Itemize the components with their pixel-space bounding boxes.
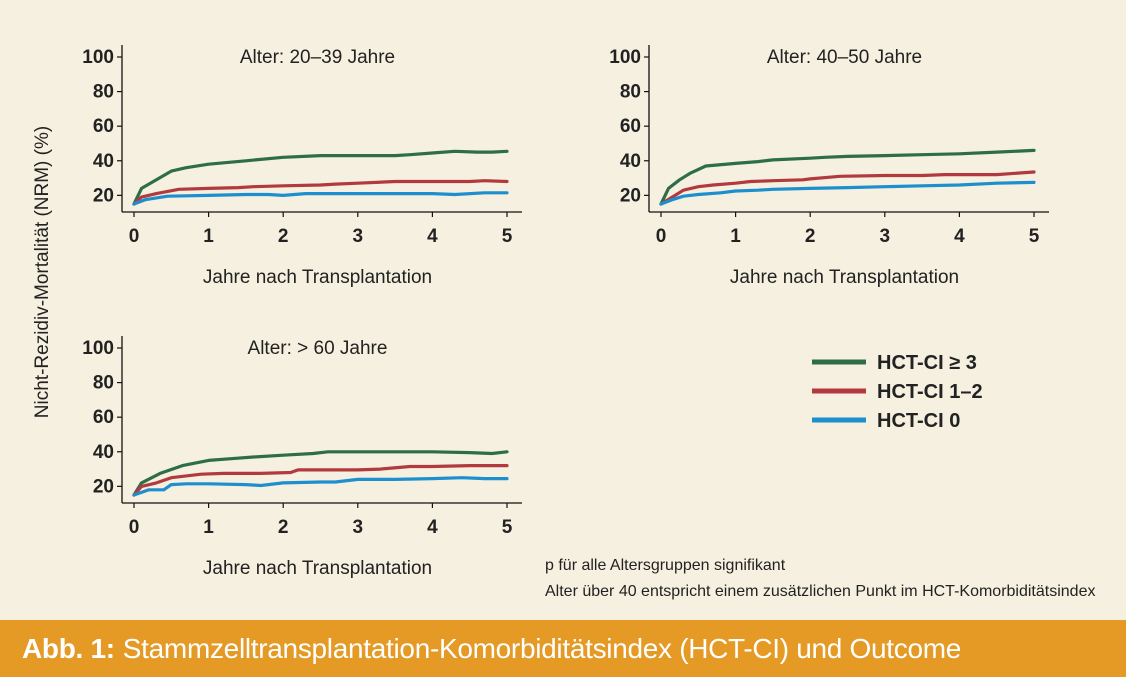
x-tick-label: 0 [656,226,667,247]
y-tick-label: 60 [620,116,641,137]
x-axis-label: Jahre nach Transplantation [203,558,432,579]
x-axis-label: Jahre nach Transplantation [730,267,959,288]
legend-label-1: HCT-CI ≥ 3 [877,352,977,374]
panel-title: Alter: > 60 Jahre [248,338,388,359]
x-tick-label: 0 [129,226,140,247]
y-tick-label: 80 [93,82,114,103]
x-tick-label: 5 [502,226,513,247]
chart-panel-2: 20 40 60 80 100 0 1 2 3 4 5 Alter: 40–50 Jahre Jahre… [609,45,1049,288]
y-tick-label: 80 [620,82,641,103]
caption-text: Stammzelltransplantation-Komorbiditätsin… [122,632,962,664]
y-tick-label: 60 [93,407,114,428]
series-line-hct-ci-1-2 [132,179,509,206]
y-tick-label: 100 [82,47,114,68]
x-tick-label: 1 [203,226,214,247]
panel-title: Alter: 20–39 Jahre [240,47,395,68]
series-line-hct-ci-1-2 [659,170,1036,206]
x-tick-label: 4 [954,226,965,247]
y-tick-label: 80 [93,373,114,394]
chart-panel-3: 20 40 60 80 100 0 1 2 3 4 5 Alter: > 60 Jahre Jahre … [82,336,522,579]
note-significance: p für alle Altersgruppen signifikant [545,557,786,574]
y-tick-label: 40 [93,151,114,172]
caption-prefix: Abb. 1: [22,632,115,664]
x-tick-label: 2 [805,226,816,247]
series-line-hct-ci-0 [132,191,509,206]
series-line-hct-ci-0 [132,476,509,497]
x-axis-label: Jahre nach Transplantation [203,267,432,288]
series-line-hct-ci-1-2 [132,464,509,497]
x-tick-label: 1 [730,226,741,247]
y-tick-label: 40 [620,151,641,172]
y-tick-label: 100 [609,47,641,68]
x-tick-label: 4 [427,517,438,538]
chart-panel-1: 20 40 60 80 100 0 1 2 3 4 5 Alter: 20–39 Jahre Jahre… [82,45,522,288]
figure-canvas: Nicht-Rezidiv-Mortalität (NRM) (%) 20406… [32,45,1095,600]
series-line-hct-ci-3 [132,450,509,497]
x-tick-label: 2 [278,226,289,247]
y-axis-label: Nicht-Rezidiv-Mortalität (NRM) (%) [32,126,53,418]
x-tick-label: 1 [203,517,214,538]
note-age-point: Alter über 40 entspricht einem zusätzlic… [545,583,1095,600]
panel-title: Alter: 40–50 Jahre [767,47,922,68]
legend-label-3: HCT-CI 0 [877,410,960,432]
x-tick-label: 2 [278,517,289,538]
legend-label-2: HCT-CI 1–2 [877,381,983,403]
figure-caption-bar: Abb. 1: Stammzelltransplantation-Komorbi… [0,620,1126,677]
x-tick-label: 5 [502,517,513,538]
x-tick-label: 3 [880,226,891,247]
y-tick-label: 20 [93,185,114,206]
x-tick-label: 3 [353,226,364,247]
x-tick-label: 0 [129,517,140,538]
legend: HCT-CI ≥ 3 HCT-CI 1–2 HCT-CI 0 [812,352,983,432]
series-line-hct-ci-0 [659,180,1036,206]
y-tick-label: 100 [82,338,114,359]
series-line-hct-ci-3 [132,149,509,206]
x-tick-label: 5 [1029,226,1040,247]
x-tick-label: 3 [353,517,364,538]
y-tick-label: 20 [93,476,114,497]
y-tick-label: 20 [620,185,641,206]
y-tick-label: 60 [93,116,114,137]
y-tick-label: 40 [93,442,114,463]
series-line-hct-ci-3 [659,148,1036,206]
x-tick-label: 4 [427,226,438,247]
